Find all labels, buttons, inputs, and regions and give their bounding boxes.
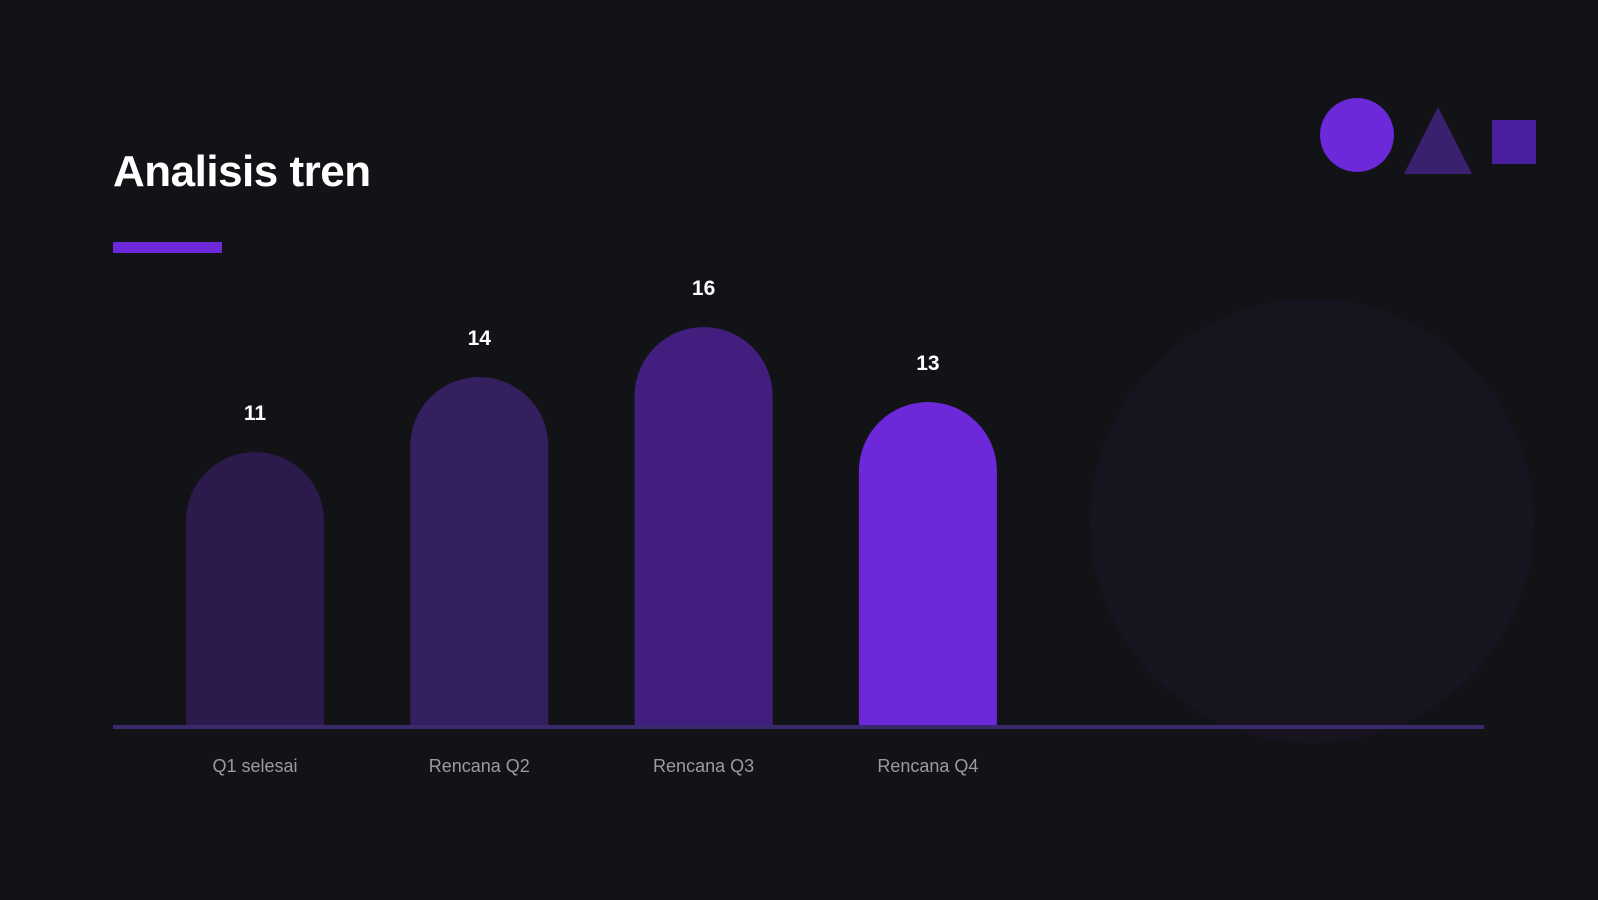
chart-bar [410,377,549,727]
chart-bar [186,452,324,727]
chart-bar [634,327,773,727]
title-accent-bar [113,242,222,253]
category-tick-label: Rencana Q3 [653,756,754,776]
bar-value-label: 11 [244,402,267,425]
category-tick-label: Q1 selesai [212,756,297,776]
circle-shape-icon [1320,98,1394,172]
shape-decoration-group [1320,98,1536,174]
square-shape-icon [1492,120,1536,164]
slide-title: Analisis tren [113,147,371,196]
bar-value-label: 13 [916,352,939,375]
bar-value-label: 14 [468,327,492,350]
triangle-shape-icon [1404,107,1472,174]
category-tick-label: Rencana Q2 [429,756,530,776]
bar-value-label: 16 [692,277,715,300]
background-circle-decoration [1090,299,1534,743]
category-tick-label: Rencana Q4 [877,756,978,776]
chart-bar [858,402,997,727]
